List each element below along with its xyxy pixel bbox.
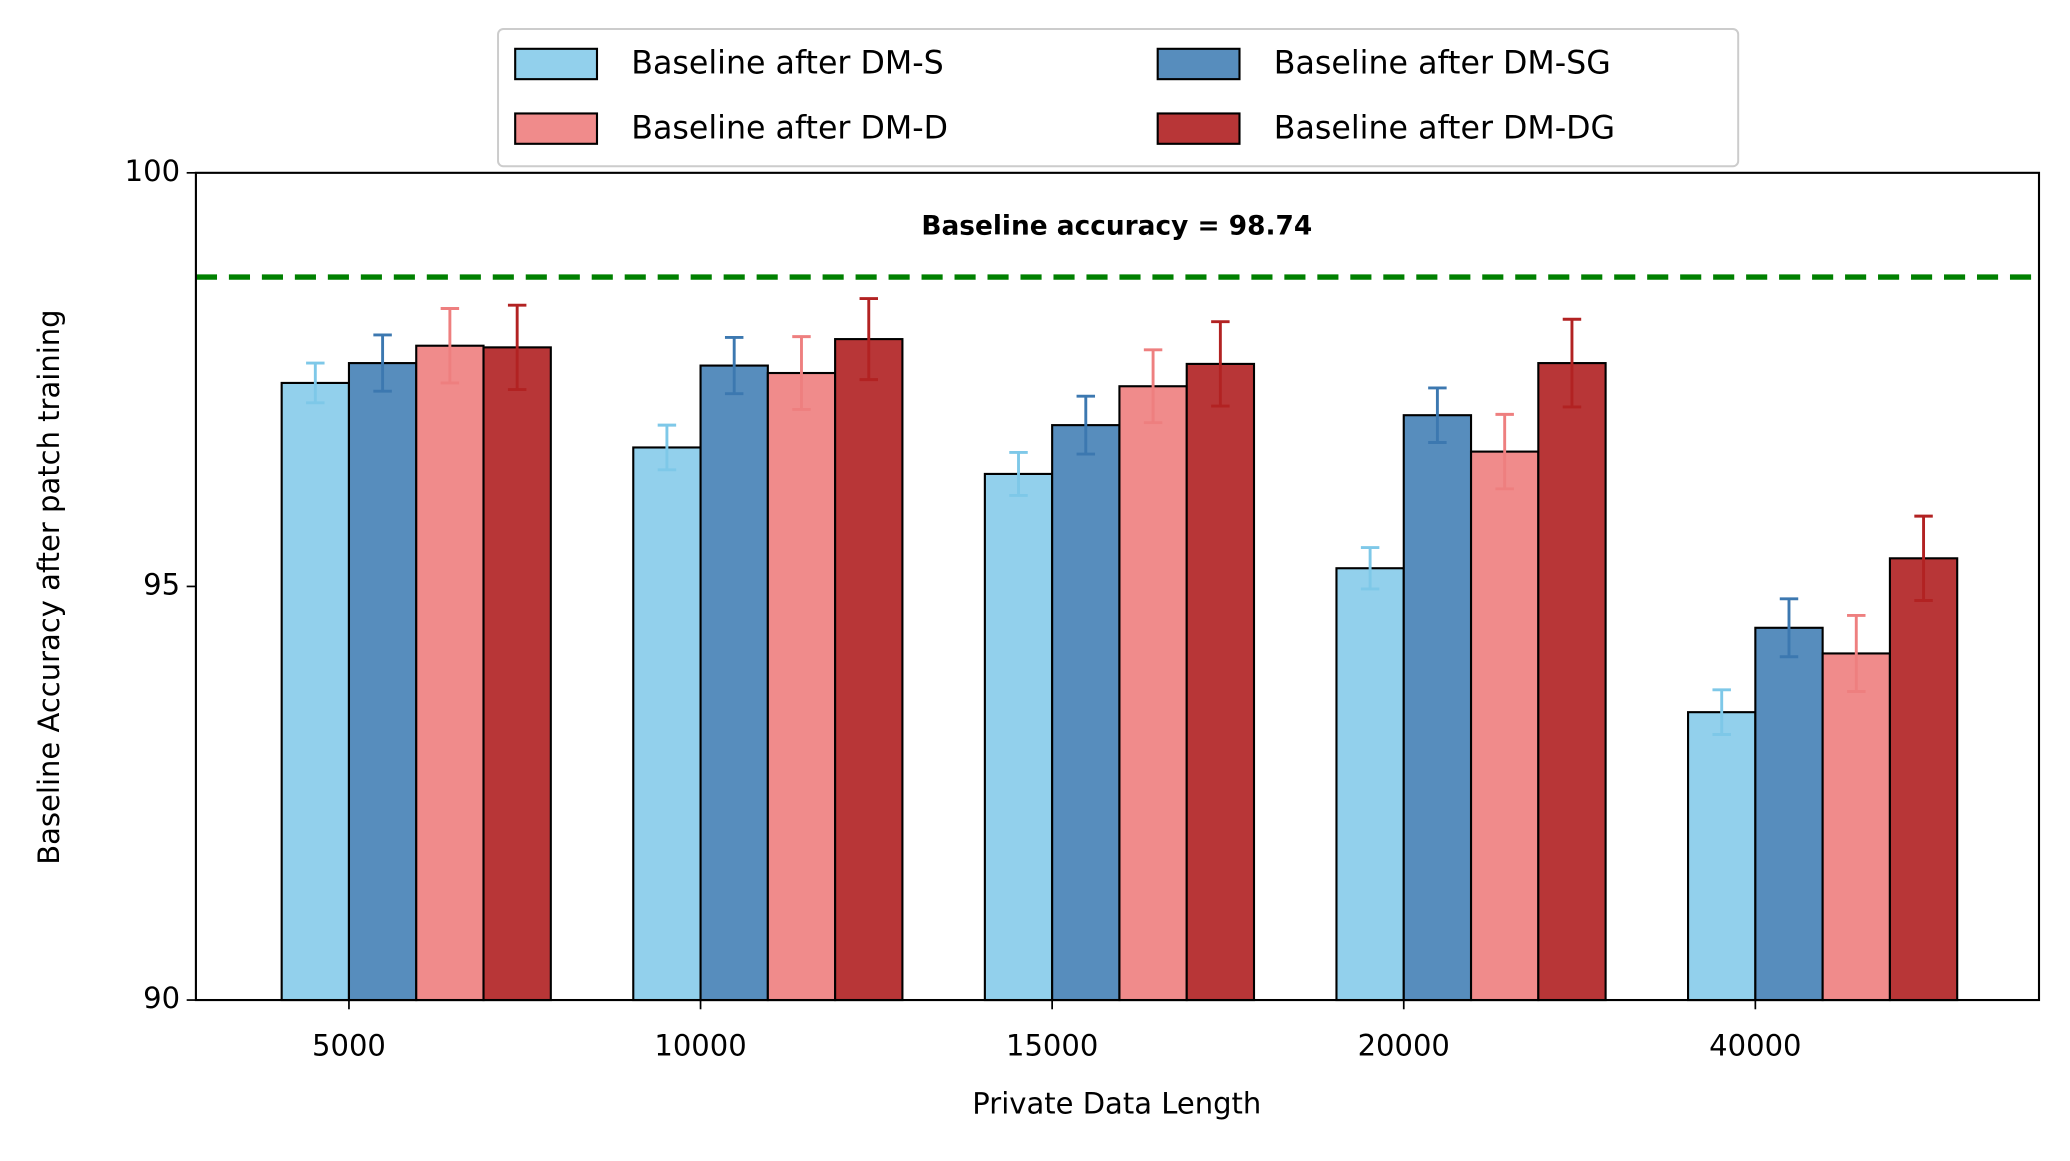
x-axis-label: Private Data Length <box>972 1087 1261 1121</box>
x-tick-label: 10000 <box>654 1029 746 1063</box>
bar <box>1051 424 1121 1002</box>
x-tick-label: 15000 <box>1006 1029 1098 1063</box>
bar <box>699 364 769 1002</box>
bar <box>1402 414 1473 1002</box>
plot-frame <box>194 171 2041 1002</box>
legend-box <box>497 28 1740 168</box>
legend-label: Baseline after DM-D <box>631 110 948 146</box>
bar <box>482 346 552 1002</box>
bar <box>280 381 351 1002</box>
legend-swatch <box>514 47 599 81</box>
error-bar <box>306 361 325 405</box>
error-bar <box>1211 320 1230 408</box>
legend-swatch <box>514 112 599 145</box>
error-bar <box>792 335 811 411</box>
error-bar <box>1495 412 1514 491</box>
y-tick-label: 100 <box>125 154 180 188</box>
bar <box>1888 557 1959 1002</box>
bar <box>632 446 702 1002</box>
error-bar <box>1428 386 1447 444</box>
bar <box>415 344 485 1002</box>
legend-label: Baseline after DM-S <box>631 46 943 82</box>
error-bar <box>1360 546 1380 591</box>
error-bar <box>657 423 677 472</box>
error-bar <box>724 335 744 396</box>
bar <box>834 338 904 1002</box>
bar <box>1469 450 1540 1002</box>
reference-annotation: Baseline accuracy = 98.74 <box>921 211 1312 241</box>
bar <box>1687 711 1757 1002</box>
bar <box>1335 567 1405 1002</box>
legend-swatch <box>1156 47 1241 81</box>
error-bar <box>1076 394 1096 456</box>
legend-label: Baseline after DM-DG <box>1274 110 1615 146</box>
error-bar <box>1914 514 1933 602</box>
error-bar <box>440 307 460 385</box>
error-bar <box>1847 613 1866 693</box>
y-tick-label: 95 <box>143 567 180 601</box>
bar <box>983 472 1054 1002</box>
error-bar <box>1143 348 1163 425</box>
error-bar <box>507 303 527 392</box>
bar <box>347 362 418 1002</box>
legend-swatch <box>1156 112 1241 145</box>
y-tick-label: 90 <box>143 981 180 1015</box>
x-tick-label: 5000 <box>312 1029 386 1063</box>
x-tick-label: 20000 <box>1358 1029 1450 1063</box>
error-bar <box>373 333 392 393</box>
bar <box>1821 652 1891 1002</box>
x-tick-label: 40000 <box>1709 1029 1801 1063</box>
bar <box>1537 362 1607 1002</box>
bar <box>1754 626 1824 1002</box>
error-bar <box>1562 317 1582 409</box>
legend-label: Baseline after DM-SG <box>1274 46 1611 82</box>
bar <box>1185 362 1256 1002</box>
bar <box>766 371 837 1002</box>
error-bar <box>1779 597 1799 659</box>
error-bar <box>1712 688 1731 736</box>
error-bar <box>859 297 879 382</box>
error-bar <box>1009 450 1028 497</box>
y-axis-label: Baseline Accuracy after patch training <box>32 309 66 864</box>
bar <box>1118 385 1188 1002</box>
